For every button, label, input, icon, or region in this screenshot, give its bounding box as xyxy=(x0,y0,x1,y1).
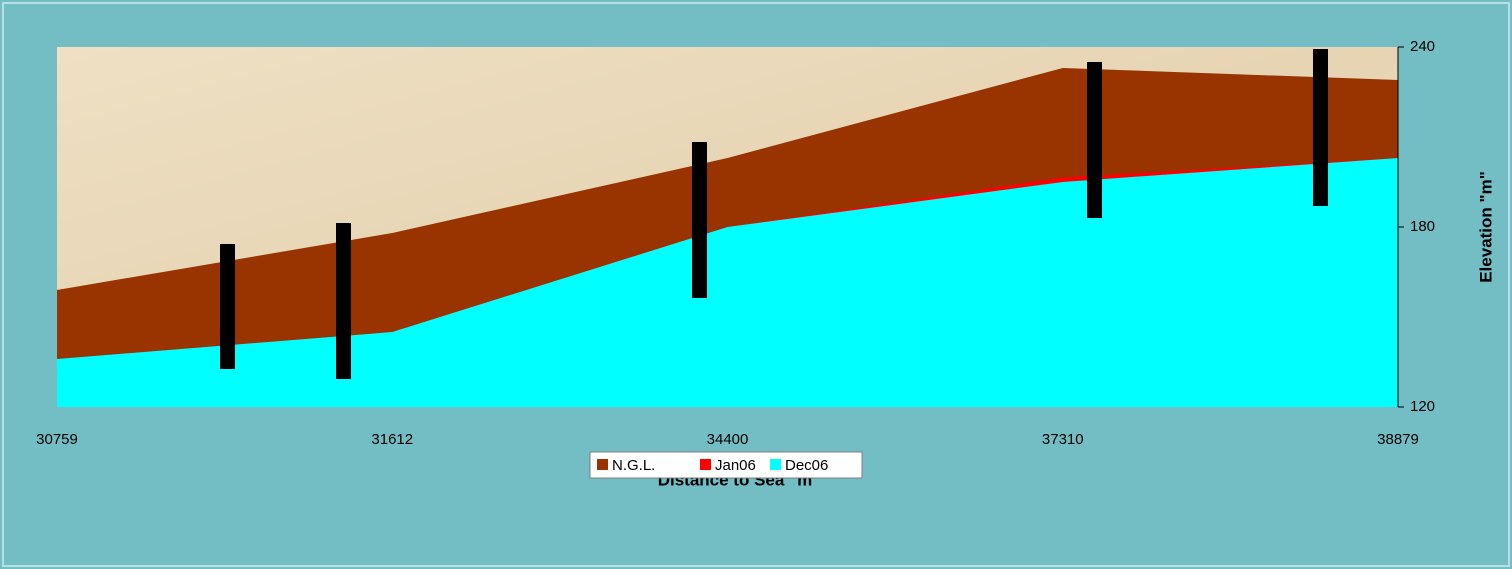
x-tick-label: 31612 xyxy=(371,431,413,448)
x-tick-label: 30759 xyxy=(36,431,78,448)
legend-swatch xyxy=(700,459,711,470)
legend-label: Jan06 xyxy=(715,457,756,474)
legend-label: N.G.L. xyxy=(612,457,655,474)
legend-swatch xyxy=(770,459,781,470)
x-tick-label: 37310 xyxy=(1042,431,1084,448)
legend-label: Dec06 xyxy=(785,457,828,474)
x-tick-label: 38879 xyxy=(1377,431,1419,448)
well-bar xyxy=(692,142,707,298)
well-bar xyxy=(1313,49,1328,206)
area xyxy=(57,158,1398,407)
well-markers xyxy=(220,49,1328,379)
legend xyxy=(589,451,863,479)
y-axis-title: Elevation "m" xyxy=(1476,171,1495,283)
legend-swatch xyxy=(597,459,608,470)
well-bar xyxy=(336,223,351,379)
areas xyxy=(57,68,1398,407)
well-bar xyxy=(1087,62,1102,218)
y-tick-label: 180 xyxy=(1410,218,1435,235)
legend-items: N.G.L. Jan06 Dec06 xyxy=(597,457,828,474)
well-bar xyxy=(220,244,235,369)
y-tick-label: 240 xyxy=(1410,38,1435,55)
x-tick-label: 34400 xyxy=(707,431,749,448)
y-tick-label: 120 xyxy=(1410,398,1435,415)
